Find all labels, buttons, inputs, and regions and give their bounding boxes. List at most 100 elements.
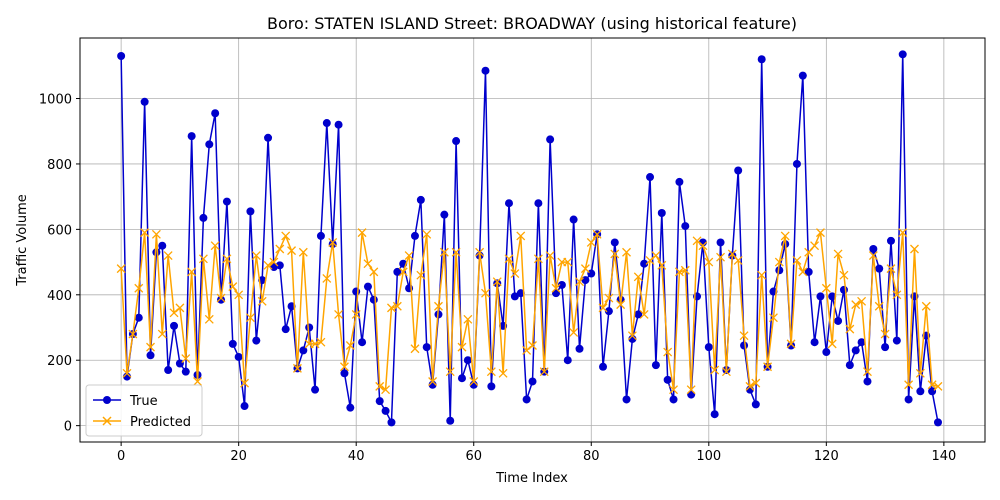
data-point-predicted — [198, 254, 208, 264]
data-point-predicted — [434, 301, 443, 311]
data-point-true — [422, 343, 431, 352]
data-point-true — [886, 236, 895, 245]
plot-area — [79, 37, 986, 443]
data-point-predicted — [863, 367, 872, 377]
data-point-predicted — [175, 303, 185, 313]
data-point-predicted — [516, 231, 526, 241]
data-point-true — [851, 346, 860, 355]
data-point-true — [504, 199, 513, 208]
legend-predicted-label: Predicted — [130, 415, 191, 430]
data-point-true — [322, 119, 331, 128]
data-point-predicted — [504, 254, 514, 264]
data-point-predicted — [339, 362, 349, 372]
data-point-predicted — [927, 380, 937, 390]
data-point-predicted — [645, 255, 655, 265]
data-point-true — [316, 231, 325, 240]
data-point-predicted — [404, 251, 414, 260]
data-point-predicted — [704, 257, 714, 267]
legend-item-true: True — [93, 394, 158, 409]
data-point-true — [904, 395, 913, 404]
data-point-true — [928, 387, 937, 396]
data-point-predicted — [486, 367, 496, 377]
series-line-true — [120, 53, 939, 424]
data-point-predicted — [481, 288, 490, 298]
data-point-true — [845, 361, 854, 370]
data-point-true — [340, 369, 349, 378]
data-point-true — [710, 410, 719, 419]
data-point-predicted — [674, 267, 684, 277]
data-point-true — [463, 356, 472, 365]
data-point-predicted — [228, 282, 238, 292]
data-point-predicted — [369, 267, 379, 277]
y-tick-label: 400 — [47, 289, 72, 304]
y-tick-label: 0 — [64, 420, 72, 435]
legend-predicted-marker — [102, 416, 112, 426]
data-point-true — [452, 137, 461, 146]
data-point-true — [387, 418, 396, 427]
y-tick-label: 800 — [47, 158, 72, 173]
data-point-true — [716, 238, 725, 247]
data-point-predicted — [821, 283, 831, 293]
data-point-predicted — [680, 265, 690, 275]
data-point-predicted — [663, 347, 673, 357]
data-point-true — [622, 395, 631, 404]
data-point-predicted — [533, 254, 543, 264]
data-point-true — [275, 261, 284, 270]
x-axis-label: Time Index — [495, 471, 568, 486]
data-point-true — [534, 199, 543, 208]
data-point-predicted — [263, 260, 273, 270]
data-point-true — [834, 316, 843, 325]
data-point-predicted — [287, 246, 297, 256]
data-point-true — [599, 362, 608, 371]
data-point-true — [264, 133, 273, 142]
data-point-true — [569, 215, 578, 224]
data-point-predicted — [281, 231, 291, 241]
data-point-true — [352, 287, 361, 296]
data-point-predicted — [580, 264, 590, 274]
data-point-true — [281, 325, 290, 334]
data-point-true — [187, 132, 196, 141]
legend-true-marker — [103, 396, 111, 404]
data-point-true — [358, 338, 367, 347]
x-tick-label: 0 — [117, 449, 125, 464]
data-point-predicted — [915, 368, 925, 378]
data-point-predicted — [439, 247, 449, 257]
data-point-predicted — [134, 283, 144, 293]
data-point-predicted — [140, 228, 150, 238]
data-point-true — [222, 197, 231, 206]
data-point-predicted — [128, 329, 138, 339]
data-point-predicted — [163, 251, 173, 260]
data-point-predicted — [357, 228, 367, 238]
data-point-true — [646, 173, 655, 182]
data-point-true — [334, 120, 343, 129]
data-point-predicted — [569, 327, 579, 337]
data-point-true — [164, 366, 173, 375]
data-point-predicted — [245, 313, 255, 323]
data-point-predicted — [686, 385, 696, 395]
data-point-predicted — [310, 339, 320, 349]
x-tick-label: 140 — [931, 449, 956, 464]
data-point-predicted — [792, 255, 802, 265]
data-point-predicted — [810, 241, 820, 251]
data-point-true — [869, 244, 878, 253]
data-point-predicted — [868, 251, 878, 260]
data-point-predicted — [839, 270, 849, 280]
data-point-predicted — [780, 231, 790, 241]
data-point-true — [446, 416, 455, 425]
y-tick-label: 1000 — [39, 93, 72, 108]
data-point-true — [875, 264, 884, 273]
data-point-true — [140, 97, 149, 106]
data-point-true — [933, 418, 942, 427]
data-point-predicted — [257, 296, 267, 306]
data-point-predicted — [210, 241, 220, 251]
data-point-predicted — [874, 301, 884, 311]
data-point-predicted — [363, 259, 373, 269]
data-point-predicted — [698, 241, 708, 251]
data-point-predicted — [445, 367, 455, 377]
data-point-true — [757, 55, 766, 64]
data-point-true — [792, 159, 801, 168]
data-point-predicted — [880, 329, 890, 339]
data-point-true — [299, 346, 308, 355]
data-point-true — [681, 222, 690, 231]
